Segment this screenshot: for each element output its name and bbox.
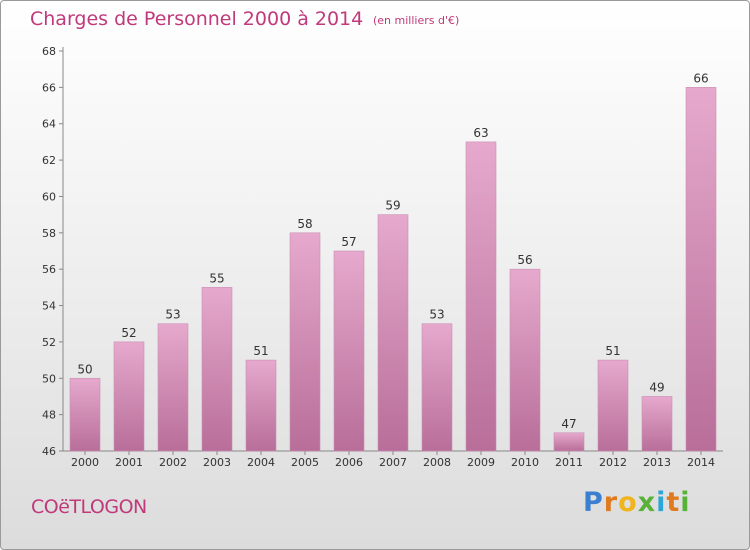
logo-letter: r (603, 487, 619, 518)
y-tick-label: 56 (42, 263, 56, 276)
bar-value-label: 57 (341, 235, 356, 249)
bar (421, 323, 453, 452)
logo-letter: i (680, 487, 691, 518)
x-tick-label: 2003 (203, 456, 231, 469)
bar-value-label: 56 (517, 253, 532, 267)
x-tick-label: 2010 (511, 456, 539, 469)
y-tick-label: 52 (42, 336, 56, 349)
x-tick-label: 2005 (291, 456, 319, 469)
bar (465, 141, 497, 452)
bar-value-label: 50 (77, 362, 92, 376)
chart-title: Charges de Personnel 2000 à 2014 (30, 8, 364, 30)
x-tick-label: 2008 (423, 456, 451, 469)
bar (553, 432, 585, 452)
commune-name: COëTLOGON (31, 496, 147, 518)
y-tick-label: 66 (42, 81, 56, 94)
y-tick-label: 50 (42, 372, 56, 385)
x-tick-label: 2009 (467, 456, 495, 469)
y-tick-label: 48 (42, 409, 56, 422)
bar (641, 396, 673, 452)
bar (509, 268, 541, 452)
x-tick-label: 2000 (71, 456, 99, 469)
bar-value-label: 51 (605, 344, 620, 358)
x-tick-label: 2014 (687, 456, 715, 469)
bar (69, 377, 101, 452)
x-tick-label: 2011 (555, 456, 583, 469)
bar (113, 341, 145, 452)
y-tick-label: 62 (42, 154, 56, 167)
labels: 50 52 53 55 51 58 57 59 53 63 56 47 51 49 66 (77, 71, 708, 430)
x-tick-label: 2012 (599, 456, 627, 469)
logo-letter: i (656, 487, 667, 518)
bar (157, 323, 189, 452)
bar-value-label: 58 (297, 217, 312, 231)
bar-value-label: 49 (649, 380, 664, 394)
logo-letter: o (618, 487, 638, 518)
x-tick-label: 2007 (379, 456, 407, 469)
y-tick-label: 64 (42, 118, 56, 131)
bar-value-label: 53 (429, 308, 444, 322)
bar-value-label: 51 (253, 344, 268, 358)
logo-letter: t (666, 487, 681, 518)
bar-value-label: 55 (209, 271, 224, 285)
bars (69, 87, 717, 452)
x-tick-label: 2006 (335, 456, 363, 469)
bar-value-label: 47 (561, 417, 576, 431)
x-tick-label: 2002 (159, 456, 187, 469)
bar-value-label: 53 (165, 308, 180, 322)
bar-value-label: 66 (693, 71, 708, 85)
bar-value-label: 63 (473, 126, 488, 140)
bar (597, 359, 629, 452)
y-tick-label: 54 (42, 300, 56, 313)
y-tick-label: 58 (42, 227, 56, 240)
y-tick-label: 46 (42, 445, 56, 458)
y-tick-label: 60 (42, 190, 56, 203)
x-tick-label: 2001 (115, 456, 143, 469)
bar-value-label: 52 (121, 326, 136, 340)
bar-value-label: 59 (385, 199, 400, 213)
bar (289, 232, 321, 452)
logo-letter: P (583, 487, 604, 518)
bar (377, 214, 409, 452)
proxiti-logo: Proxiti (583, 487, 691, 518)
chart-unit: (en milliers d'€) (373, 14, 460, 27)
logo-letter: x (637, 487, 657, 518)
x-tick-label: 2013 (643, 456, 671, 469)
bar (685, 87, 717, 452)
y-tick-label: 68 (42, 45, 56, 58)
bar (201, 287, 233, 452)
bar (245, 359, 277, 452)
x-tick-label: 2004 (247, 456, 275, 469)
bar (333, 250, 365, 452)
